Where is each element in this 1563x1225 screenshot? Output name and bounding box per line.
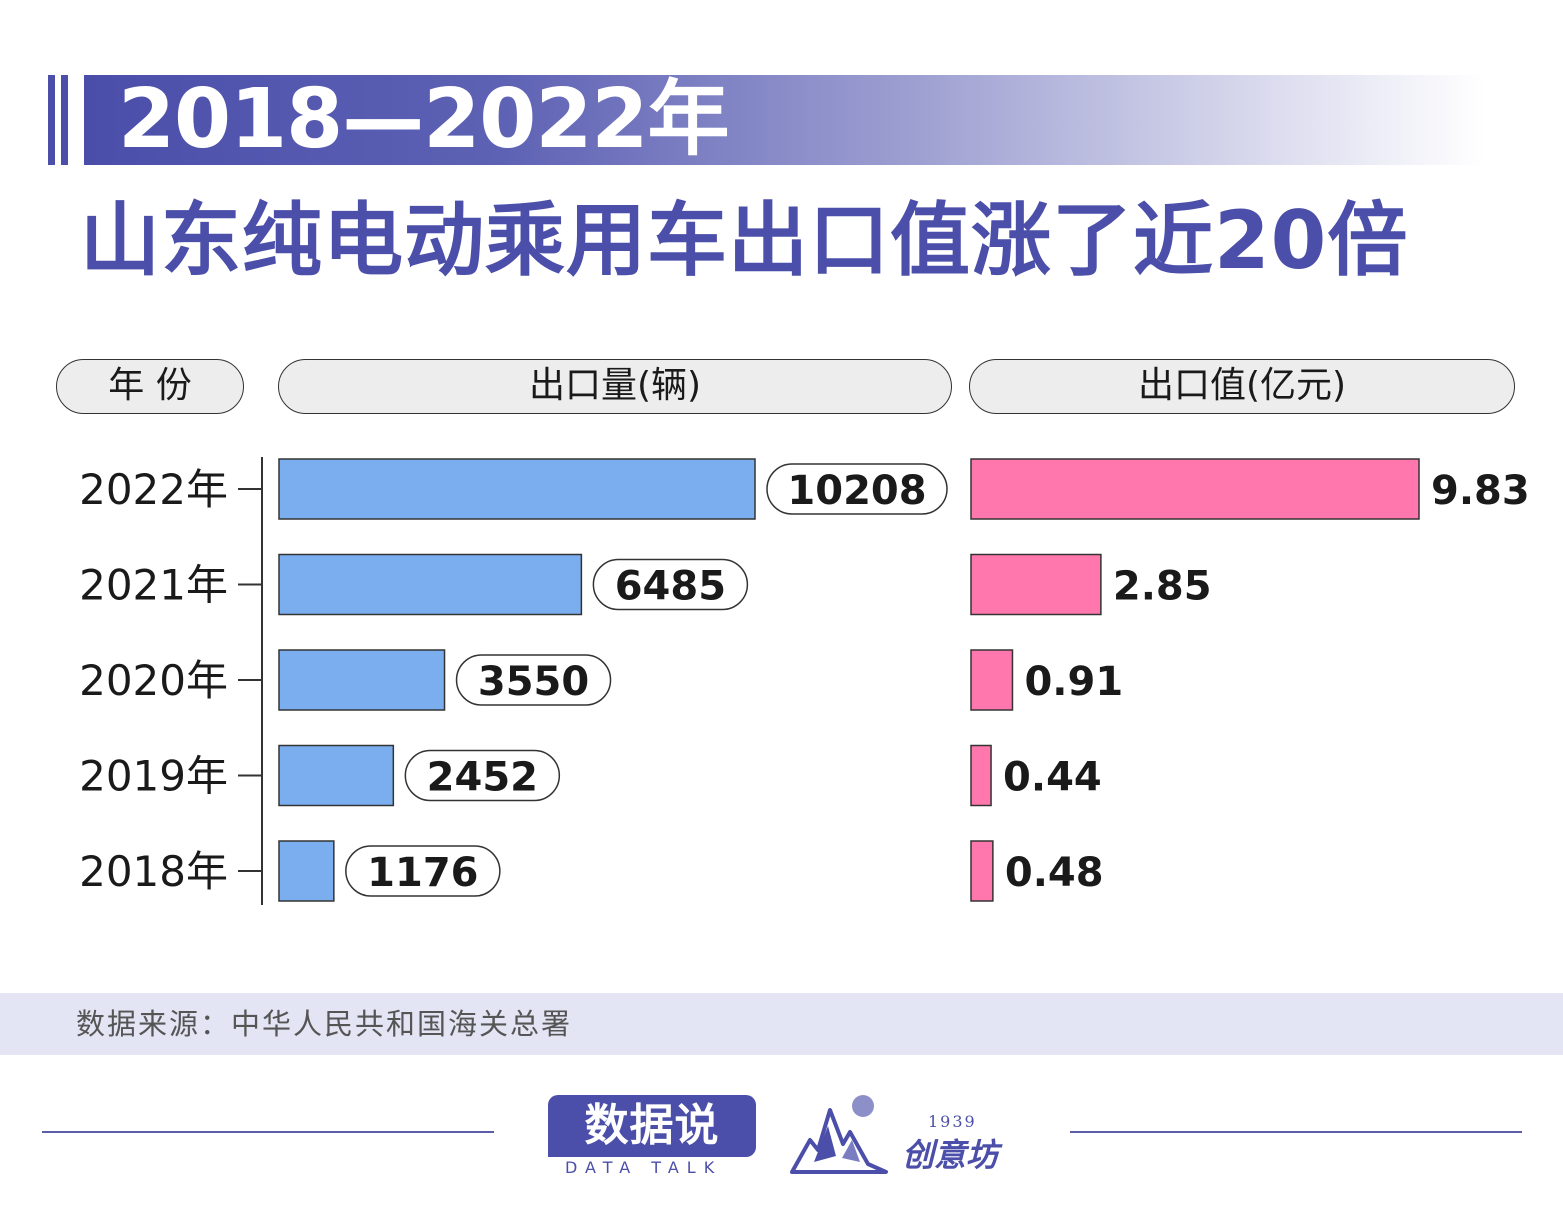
value-data-label: 9.83 <box>1431 468 1530 514</box>
volume-label-pill <box>345 845 501 897</box>
value-data-label: 2.85 <box>1113 564 1212 610</box>
value-data-label: 0.91 <box>1024 659 1123 705</box>
data-talk-logo: 数据说 <box>548 1095 756 1157</box>
year-tick-label: 2020年 <box>79 656 228 705</box>
volume-label-pill <box>404 749 561 802</box>
year-tick-label: 2018年 <box>79 847 228 896</box>
value-data-label: 0.44 <box>1003 755 1102 801</box>
year-tick-label: 2021年 <box>79 561 228 610</box>
value-bar <box>970 840 994 902</box>
volume-data-label: 2452 <box>427 755 538 801</box>
title-line-1: 2018—2022年 <box>118 72 729 167</box>
footer-line-right <box>1070 1131 1522 1133</box>
bar-chart: 2022年 10208 9.83 2021年 6485 2.85 2020年 3550 0.91… <box>79 457 1530 905</box>
logo-sub-text: DATA TALK <box>565 1158 723 1177</box>
value-data-label: 0.48 <box>1005 850 1104 896</box>
volume-data-label: 6485 <box>615 564 726 610</box>
volume-bar <box>278 553 583 616</box>
title-stripes <box>48 75 74 165</box>
volume-bar <box>278 840 335 902</box>
header-value: 出口值(亿元) <box>969 359 1515 414</box>
value-bar <box>970 744 992 807</box>
volume-data-label: 1176 <box>367 850 478 896</box>
year-tick-label: 2022年 <box>79 465 228 514</box>
volume-label-pill <box>592 558 749 611</box>
value-bar <box>970 458 1420 520</box>
volume-bar <box>278 649 446 711</box>
value-bar <box>970 553 1102 616</box>
footer-line-left <box>42 1131 494 1133</box>
logo2-year: 1939 <box>928 1112 977 1131</box>
mountain-logo-icon <box>790 1095 888 1174</box>
logo2-name: 创意坊 <box>902 1136 999 1174</box>
header-year: 年 份 <box>56 359 244 414</box>
source-text: 数据来源：中华人民共和国海关总署 <box>76 1007 573 1041</box>
title-line-2: 山东纯电动乘用车出口值涨了近20倍 <box>80 194 1409 287</box>
value-bar <box>970 649 1014 711</box>
volume-bar <box>278 458 756 520</box>
source-band: 数据来源：中华人民共和国海关总署 <box>0 993 1563 1055</box>
volume-data-label: 10208 <box>787 468 926 514</box>
volume-label-pill <box>455 654 612 706</box>
volume-data-label: 3550 <box>478 659 589 705</box>
volume-bar <box>278 744 395 807</box>
volume-label-pill <box>766 463 948 515</box>
logo-main-text: 数据说 <box>584 1100 720 1151</box>
header-volume: 出口量(辆) <box>278 359 952 414</box>
year-tick-label: 2019年 <box>79 752 228 801</box>
title-banner <box>84 75 1484 165</box>
